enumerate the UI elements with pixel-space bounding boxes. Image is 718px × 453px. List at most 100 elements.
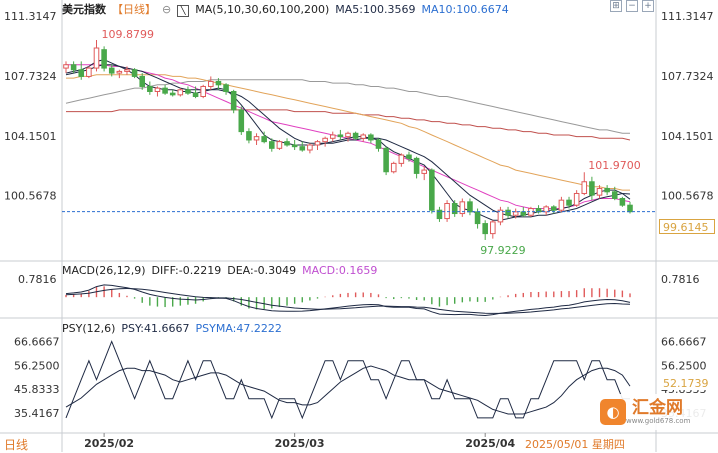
macd-diff: DIFF:-0.2219 (151, 264, 222, 277)
candle-body (139, 75, 146, 87)
candle-body (131, 69, 138, 77)
footer-date: 2025/05/01 星期四 (525, 438, 625, 451)
footer-period[interactable]: 日线 (4, 438, 29, 452)
price-axis-left-label: 107.7324 (4, 70, 57, 83)
settings-icon[interactable]: ⊖ (162, 3, 172, 16)
macd-header: MACD(26,12,9) DIFF:-0.2219 DEA:-0.3049 MACD… (62, 264, 383, 278)
price-axis-left-label: 111.3147 (4, 10, 57, 23)
candle-body (596, 187, 603, 196)
candle-body (627, 204, 633, 213)
candle-body (520, 211, 527, 216)
candle-body (581, 181, 588, 194)
candle-body (238, 109, 245, 133)
candle-body (78, 69, 85, 77)
candle-body (550, 206, 557, 211)
candle-body (566, 199, 572, 206)
candle-body (543, 206, 549, 213)
candle-body (368, 134, 374, 141)
candle-body (246, 131, 252, 141)
psy-value: PSY:41.6667 (121, 322, 190, 335)
candle-body (223, 84, 229, 92)
candle-body (604, 187, 610, 193)
candle-body (147, 85, 153, 92)
ma-line-ma200 (65, 79, 630, 134)
ma-params: MA(5,10,30,60,100,200) (195, 3, 330, 16)
candle-body (589, 181, 595, 196)
psy-line-psyma (65, 365, 631, 415)
psy-axis-left-label: 66.6667 (14, 336, 60, 349)
candle-body (124, 69, 130, 72)
candle-body (375, 139, 382, 149)
candle-body (253, 136, 260, 141)
indicator-icon[interactable]: ╲ (177, 5, 190, 17)
candle-body (329, 134, 336, 139)
candle-body (154, 87, 161, 92)
candle-body (383, 147, 389, 173)
candle-body (619, 197, 626, 206)
candle-body (436, 209, 443, 220)
candle-body (490, 221, 496, 235)
psy-axis-left-label: 56.2500 (14, 359, 60, 372)
ma10-value: MA10:100.6674 (421, 3, 509, 16)
x-axis-label: 2025/04 (465, 437, 515, 450)
candle-body (192, 92, 199, 98)
macd-name: MACD(26,12,9) (62, 264, 146, 277)
psy-line-psy (65, 340, 630, 420)
recent-high-annotation: 101.9700 (588, 159, 641, 172)
candle-body (291, 144, 298, 148)
candle-body (208, 80, 214, 87)
x-axis-label: 2025/02 (84, 437, 134, 450)
psy-axis-right-label: 66.6667 (661, 336, 707, 349)
candle-body (573, 192, 580, 206)
candle-body (558, 199, 565, 211)
candle-body (70, 64, 77, 71)
candle-body (337, 134, 344, 138)
low-annotation: 97.9229 (480, 244, 526, 257)
psyma-value: PSYMA:47.2222 (195, 322, 282, 335)
watermark-logo-icon: ◐ (600, 399, 626, 425)
candle-body (116, 70, 123, 74)
candle-body (185, 89, 191, 94)
candle-body (398, 154, 405, 164)
candle-body (421, 169, 428, 174)
candle-body (261, 136, 267, 143)
candle-body (177, 89, 184, 96)
candle-body (482, 223, 488, 235)
candle-body (474, 211, 481, 225)
price-axis-right-label: 111.3147 (661, 10, 714, 23)
grid-icon[interactable]: ⊞ (610, 0, 622, 12)
candle-body (108, 67, 115, 74)
candle-body (86, 67, 92, 77)
instrument-name: 美元指数 (62, 3, 106, 16)
x-axis-label: 2025/03 (275, 437, 325, 450)
candle-body (406, 154, 412, 159)
watermark-name: 汇金网 (632, 398, 683, 418)
price-axis-left-label: 104.1501 (4, 130, 57, 143)
candle-body (390, 162, 397, 173)
period-label[interactable]: 【日线】 (112, 3, 156, 16)
macd-value: MACD:0.1659 (302, 264, 378, 277)
price-axis-right-label: 107.7324 (661, 70, 714, 83)
macd-axis-left-label: 0.7816 (18, 273, 57, 286)
candle-body (276, 141, 283, 149)
candle-body (101, 49, 107, 69)
candle-body (284, 141, 290, 146)
candle-body (63, 64, 69, 69)
plus-icon[interactable]: + (642, 0, 654, 12)
macd-dea: DEA:-0.3049 (227, 264, 297, 277)
candle-body (322, 137, 328, 143)
ma5-value: MA5:100.3569 (335, 3, 416, 16)
watermark-url: www.gold678.com (626, 417, 691, 425)
candle-body (360, 134, 367, 139)
candle-body (299, 146, 306, 151)
candle-body (505, 209, 511, 216)
minus-icon[interactable]: − (626, 0, 638, 12)
candle-body (93, 47, 100, 69)
candle-body (230, 90, 237, 111)
price-axis-right-label: 100.5678 (661, 190, 714, 203)
price-axis-right-label: 104.1501 (661, 130, 714, 143)
high-annotation: 109.8799 (101, 28, 153, 41)
